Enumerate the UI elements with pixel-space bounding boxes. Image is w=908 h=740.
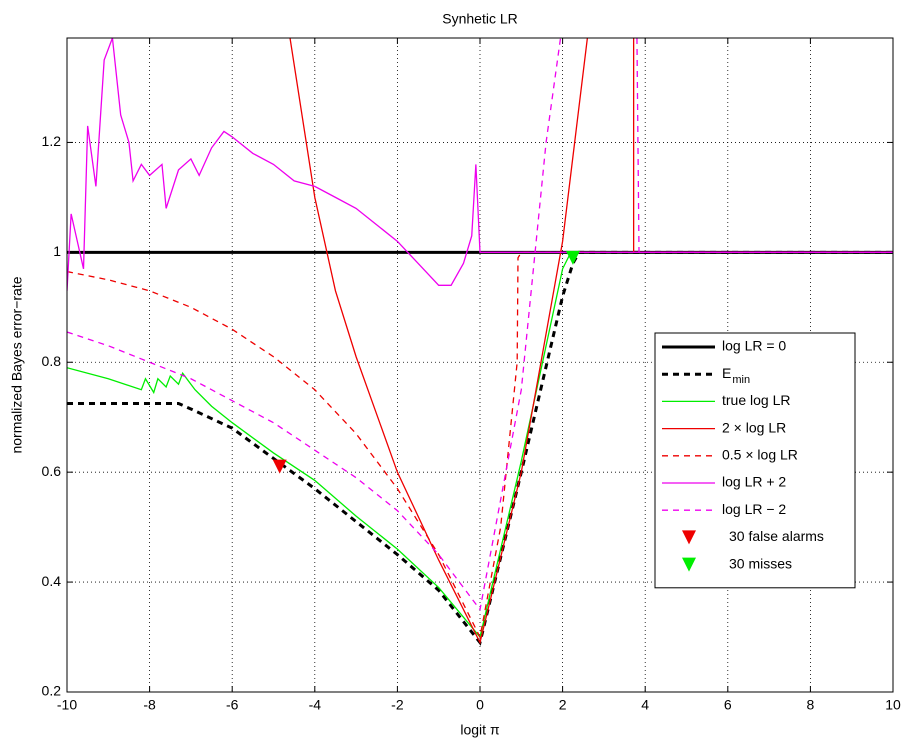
legend-label: 2 × log LR bbox=[722, 419, 786, 435]
x-tick-label: 0 bbox=[476, 697, 484, 713]
legend-label: log LR + 2 bbox=[722, 474, 786, 490]
x-tick-label: 8 bbox=[807, 697, 815, 713]
marker bbox=[565, 250, 580, 265]
x-tick-label: 4 bbox=[641, 697, 649, 713]
legend-label: 0.5 × log LR bbox=[722, 447, 798, 463]
x-tick-label: -6 bbox=[226, 697, 239, 713]
line bbox=[67, 251, 893, 640]
x-tick-label: 2 bbox=[559, 697, 567, 713]
y-tick-label: 0.2 bbox=[42, 683, 62, 699]
legend-label: E bbox=[722, 365, 731, 381]
x-tick-label: 6 bbox=[724, 697, 732, 713]
x-tick-label: -4 bbox=[309, 697, 322, 713]
plot-lines bbox=[67, 38, 893, 646]
legend-label: 30 misses bbox=[729, 555, 792, 571]
legend-label-subscript: min bbox=[732, 374, 750, 386]
y-tick-label: 0.6 bbox=[42, 463, 62, 479]
legend-label: log LR − 2 bbox=[722, 501, 786, 517]
legend-label: log LR = 0 bbox=[722, 338, 786, 354]
x-axis-label: logit π bbox=[460, 722, 500, 738]
legend-label: 30 false alarms bbox=[729, 528, 824, 544]
y-tick-label: 0.4 bbox=[42, 573, 62, 589]
line bbox=[67, 250, 893, 646]
y-tick-label: 0.8 bbox=[42, 353, 62, 369]
axes-box bbox=[66, 37, 894, 693]
y-axis-label: normalized Bayes error−rate bbox=[9, 276, 25, 453]
x-tick-label: -10 bbox=[57, 697, 77, 713]
line bbox=[67, 251, 893, 639]
line bbox=[67, 38, 893, 291]
chart-title: Synhetic LR bbox=[442, 11, 517, 27]
legend-marker bbox=[682, 557, 696, 572]
marker bbox=[272, 459, 287, 474]
y-tick-label: 1.2 bbox=[42, 133, 62, 149]
x-tick-label: 10 bbox=[885, 697, 901, 713]
line bbox=[67, 38, 893, 612]
y-tick-label: 1 bbox=[53, 243, 61, 259]
legend-label: true log LR bbox=[722, 392, 790, 408]
x-tick-label: -2 bbox=[391, 697, 404, 713]
legend-marker bbox=[682, 530, 696, 545]
x-tick-label: -8 bbox=[143, 697, 156, 713]
